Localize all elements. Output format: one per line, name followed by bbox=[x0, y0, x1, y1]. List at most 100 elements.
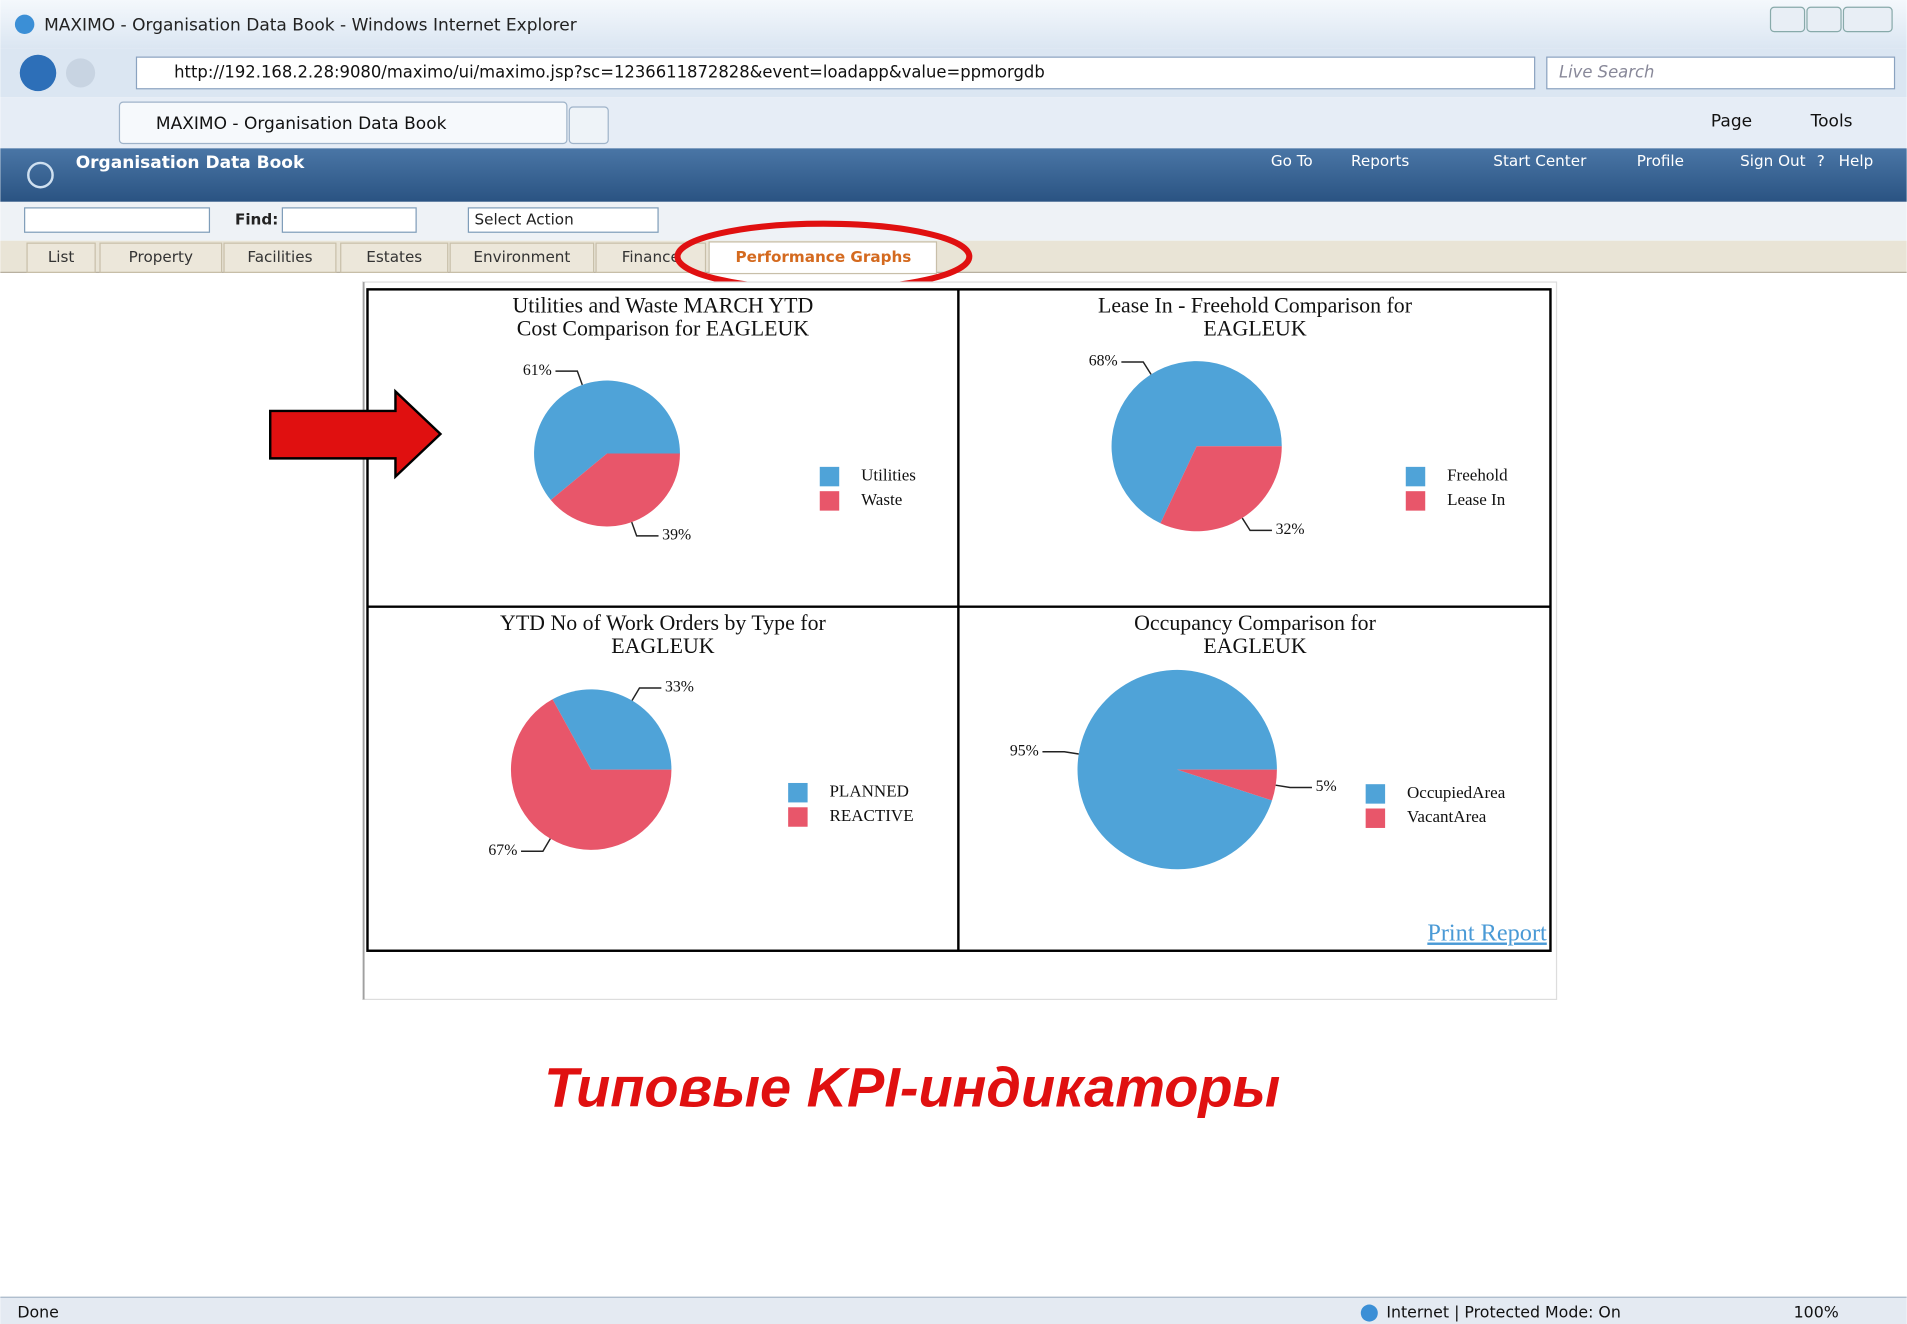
pie-slice bbox=[550, 453, 680, 527]
leader-line bbox=[1241, 517, 1272, 532]
help-icon: ? bbox=[1817, 152, 1825, 170]
action-label: Select Action bbox=[474, 211, 573, 229]
filter-select[interactable] bbox=[24, 207, 211, 233]
maximize-button[interactable] bbox=[1806, 6, 1842, 33]
zoom-level[interactable]: 100% bbox=[1794, 1303, 1839, 1322]
chart-title: EAGLEUK bbox=[1203, 634, 1306, 658]
minimize-button[interactable] bbox=[1769, 6, 1806, 33]
tab-label: Property bbox=[129, 248, 193, 266]
app-logo bbox=[27, 161, 54, 189]
legend-label: OccupiedArea bbox=[1407, 783, 1506, 802]
tab[interactable] bbox=[99, 242, 223, 273]
chart-title: Occupancy Comparison for bbox=[1134, 611, 1376, 635]
browser-tab[interactable] bbox=[118, 101, 568, 145]
leader-line bbox=[521, 838, 551, 852]
find-input[interactable] bbox=[281, 207, 417, 233]
header-link[interactable]: Help bbox=[1839, 152, 1874, 170]
value-label: 33% bbox=[665, 679, 694, 696]
leader-line bbox=[555, 370, 583, 386]
tab[interactable] bbox=[26, 242, 96, 273]
forward-button[interactable] bbox=[65, 58, 96, 88]
tab-label: Finance bbox=[622, 248, 680, 266]
search-placeholder: Live Search bbox=[1559, 62, 1654, 81]
value-label: 61% bbox=[523, 362, 552, 379]
tab[interactable] bbox=[449, 242, 595, 273]
pie-slice bbox=[510, 699, 672, 850]
legend-label: Waste bbox=[861, 490, 902, 509]
leader-line bbox=[1121, 361, 1152, 375]
zone-text: Internet | Protected Mode: On bbox=[1386, 1303, 1621, 1322]
tab-label: List bbox=[48, 248, 75, 266]
value-label: 39% bbox=[662, 526, 691, 543]
page-menu[interactable]: Page bbox=[1711, 112, 1752, 132]
app-title: Organisation Data Book bbox=[76, 153, 305, 173]
legend-swatch bbox=[1365, 784, 1386, 804]
app-header bbox=[0, 148, 1907, 202]
action-select[interactable] bbox=[467, 207, 659, 233]
print-report-link[interactable]: Print Report bbox=[1427, 920, 1547, 947]
value-label: 68% bbox=[1089, 353, 1118, 370]
pie-slice bbox=[1077, 669, 1277, 870]
caption: Типовые KPI-индикаторы bbox=[544, 1056, 1280, 1119]
header-link[interactable]: Go To bbox=[1271, 152, 1313, 170]
browser-tab-label: MAXIMO - Organisation Data Book bbox=[156, 114, 447, 134]
chart-title: Lease In - Freehold Comparison for bbox=[1098, 294, 1413, 318]
title-bar bbox=[0, 0, 1907, 49]
value-label: 95% bbox=[1010, 742, 1039, 759]
url: http://192.168.2.28:9080/maximo/ui/maxim… bbox=[174, 62, 1045, 81]
search-field[interactable] bbox=[1546, 56, 1896, 90]
legend-label: VacantArea bbox=[1407, 807, 1487, 826]
chart-title: Cost Comparison for EAGLEUK bbox=[517, 317, 809, 341]
status-bar bbox=[0, 1297, 1907, 1324]
legend-swatch bbox=[819, 466, 840, 487]
status-text: Done bbox=[17, 1303, 59, 1322]
legend-label: Freehold bbox=[1447, 465, 1508, 484]
chart-title: EAGLEUK bbox=[611, 634, 714, 658]
chart-title: Utilities and Waste MARCH YTD bbox=[513, 294, 814, 318]
header-link[interactable]: Start Center bbox=[1493, 152, 1587, 170]
pie-slice bbox=[534, 380, 680, 500]
legend-swatch bbox=[788, 782, 808, 803]
ie-icon bbox=[14, 14, 35, 35]
header-link[interactable]: Reports bbox=[1351, 152, 1409, 170]
tab-label: Environment bbox=[473, 248, 570, 266]
tab-label: Estates bbox=[366, 248, 422, 266]
value-label: 5% bbox=[1316, 778, 1337, 795]
legend-label: Utilities bbox=[861, 465, 916, 484]
legend-label: PLANNED bbox=[829, 782, 908, 801]
leader-line bbox=[1042, 750, 1079, 755]
value-label: 32% bbox=[1276, 521, 1305, 538]
leader-line bbox=[631, 521, 659, 537]
find-label: Find: bbox=[235, 211, 278, 229]
new-tab[interactable] bbox=[568, 106, 609, 145]
tools-menu[interactable]: Tools bbox=[1810, 112, 1853, 132]
legend-swatch bbox=[1405, 466, 1426, 487]
chart-title: YTD No of Work Orders by Type for bbox=[500, 611, 827, 635]
back-button[interactable] bbox=[19, 54, 57, 92]
header-link[interactable]: Profile bbox=[1637, 152, 1684, 170]
tab[interactable] bbox=[340, 242, 449, 273]
legend-label: REACTIVE bbox=[829, 806, 913, 825]
tabs: List Property Facilities Estates Environment… bbox=[26, 220, 973, 293]
legend-swatch bbox=[1365, 808, 1386, 828]
annotation-arrow bbox=[269, 388, 443, 480]
window-title: MAXIMO - Organisation Data Book - Window… bbox=[44, 16, 577, 36]
url-field[interactable] bbox=[135, 56, 1536, 90]
legend-swatch bbox=[1405, 491, 1426, 511]
active-tab[interactable] bbox=[708, 241, 938, 275]
zone-icon bbox=[1360, 1304, 1378, 1322]
tab[interactable] bbox=[223, 242, 337, 273]
close-button[interactable] bbox=[1842, 6, 1893, 33]
chart-title: EAGLEUK bbox=[1203, 317, 1306, 341]
legend-swatch bbox=[788, 807, 808, 827]
legend-label: Lease In bbox=[1447, 490, 1506, 509]
tab-label: Facilities bbox=[247, 248, 312, 266]
value-label: 67% bbox=[488, 842, 517, 859]
active-tab-label: Performance Graphs bbox=[735, 248, 911, 266]
pie-slice bbox=[1160, 446, 1282, 532]
header-link[interactable]: Sign Out bbox=[1740, 152, 1806, 170]
legend-swatch bbox=[819, 491, 840, 511]
